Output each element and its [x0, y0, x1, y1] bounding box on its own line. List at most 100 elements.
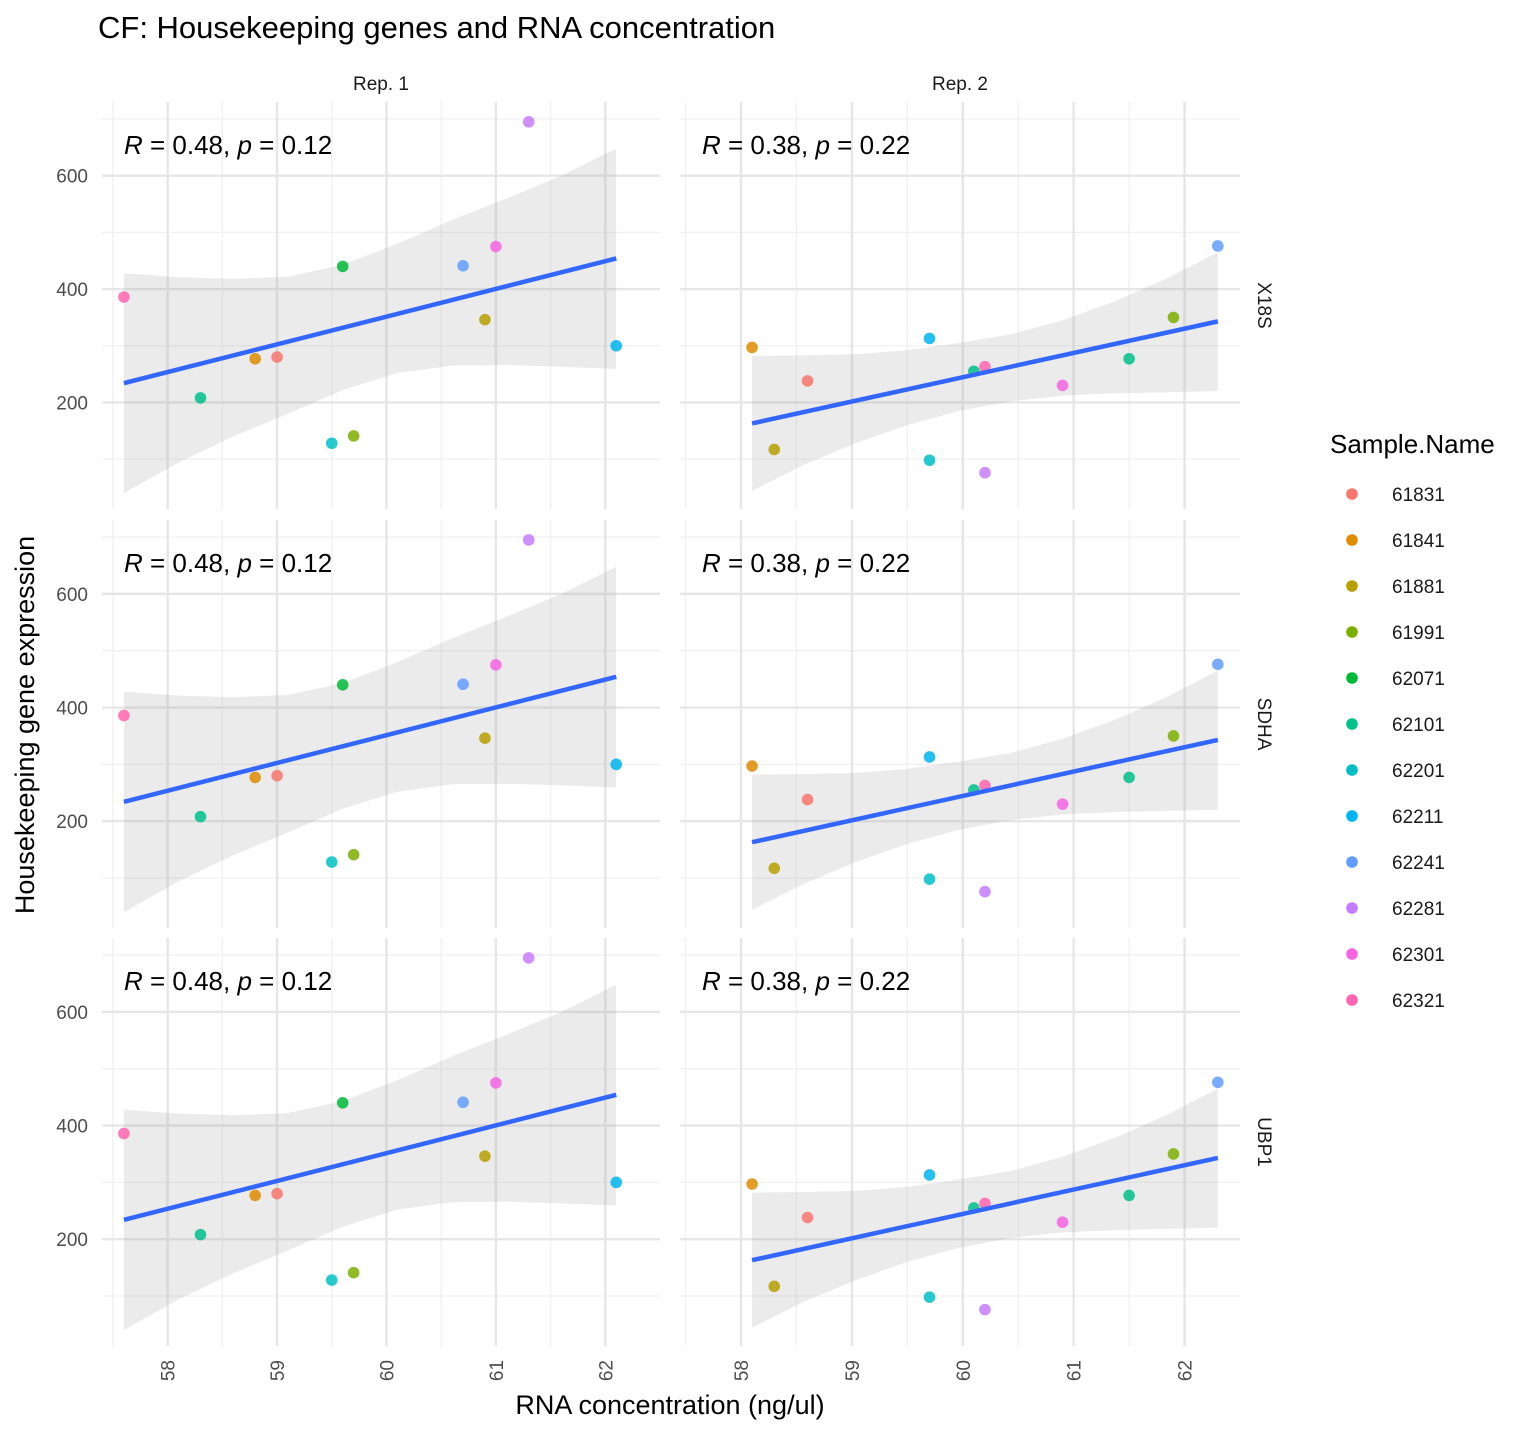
data-point [249, 1189, 261, 1202]
data-point [522, 116, 535, 128]
data-point [1167, 730, 1180, 742]
legend: Sample.Name 61831 61841 61881 61991 62071 6210… [1330, 429, 1495, 1012]
legend-label: 62281 [1392, 899, 1445, 920]
data-point [325, 1274, 338, 1286]
data-point [768, 862, 781, 875]
correlation-label: R = 0.48, p = 0.12 [124, 966, 332, 996]
panel-sdha-rep1: R = 0.48, p = 0.12 200 400 600 [56, 520, 660, 928]
data-point [490, 659, 502, 671]
legend-key [1346, 580, 1358, 592]
data-point [457, 260, 469, 272]
data-point [610, 1176, 623, 1189]
data-point [923, 454, 936, 467]
legend-key [1346, 902, 1358, 914]
x-tick-label: 61 [487, 1360, 508, 1381]
data-point [194, 810, 207, 823]
data-point [1056, 798, 1069, 810]
legend-label: 61841 [1392, 531, 1445, 552]
data-point [1212, 658, 1224, 671]
y-tick-label: 400 [56, 699, 88, 720]
data-point [118, 291, 130, 303]
legend-key [1346, 488, 1358, 500]
panel-ubp1-rep2: R = 0.38, p = 0.22 58 59 60 61 62 [680, 938, 1240, 1381]
legend-key [1346, 810, 1358, 822]
data-point [336, 678, 349, 691]
legend-item: 61831 [1346, 485, 1445, 506]
legend-item: 62071 [1346, 669, 1445, 690]
data-point [325, 856, 338, 868]
legend-key [1346, 534, 1358, 546]
y-tick-label: 200 [56, 393, 88, 414]
legend-key [1346, 994, 1358, 1006]
data-point [271, 1187, 283, 1200]
legend-item: 62211 [1346, 807, 1443, 828]
data-point [347, 848, 360, 861]
panel-ubp1-rep1: R = 0.48, p = 0.12 200 400 600 58 59 60 61 62 [56, 938, 660, 1381]
data-point [746, 341, 758, 354]
data-point [923, 1169, 936, 1181]
data-point [347, 430, 360, 442]
data-point [768, 443, 781, 456]
y-tick-label: 400 [56, 280, 88, 301]
legend-key [1346, 856, 1358, 868]
data-point [801, 375, 814, 387]
correlation-label: R = 0.38, p = 0.22 [702, 130, 910, 160]
x-tick-label: 62 [596, 1360, 617, 1381]
legend-item: 61841 [1346, 531, 1445, 552]
x-tick-label: 59 [268, 1360, 289, 1381]
legend-label: 62201 [1392, 761, 1445, 782]
data-point [1212, 240, 1224, 252]
legend-key [1346, 626, 1358, 638]
legend-item: 62321 [1346, 991, 1445, 1012]
regression-line [123, 256, 617, 386]
legend-label: 62301 [1392, 945, 1445, 966]
legend-item: 62201 [1346, 761, 1445, 782]
data-point [746, 760, 758, 772]
legend-label: 61831 [1392, 485, 1445, 506]
data-point [490, 1077, 502, 1089]
data-point [979, 466, 991, 479]
legend-item: 61881 [1346, 577, 1445, 598]
correlation-label: R = 0.48, p = 0.12 [124, 548, 332, 578]
data-point [325, 437, 338, 450]
data-point [194, 1228, 207, 1241]
data-point [118, 1127, 130, 1140]
legend-key [1346, 718, 1358, 730]
legend-item: 62241 [1346, 853, 1445, 874]
facet-strip-ubp1: UBP1 [1253, 1117, 1274, 1167]
data-point [479, 313, 491, 326]
data-point [522, 534, 535, 546]
y-tick-label: 200 [56, 812, 88, 833]
chart-title: CF: Housekeeping genes and RNA concentra… [98, 10, 775, 45]
data-point [336, 1096, 349, 1109]
data-point [768, 1280, 781, 1293]
regression-line [751, 319, 1219, 426]
data-point [457, 678, 469, 691]
legend-key [1346, 948, 1358, 960]
data-point [249, 771, 261, 784]
regression-line [751, 737, 1219, 845]
y-tick-label: 600 [56, 585, 88, 606]
data-point [271, 351, 283, 363]
legend-item: 62281 [1346, 899, 1445, 920]
y-tick-label: 200 [56, 1230, 88, 1251]
data-point [1123, 352, 1135, 365]
x-axis-title: RNA concentration (ng/ul) [515, 1390, 824, 1420]
data-point [923, 332, 936, 345]
data-point [801, 1211, 814, 1224]
regression-line [123, 1092, 617, 1223]
data-point [746, 1178, 758, 1190]
y-tick-label: 600 [56, 167, 88, 188]
x-tick-label: 60 [954, 1360, 975, 1381]
data-point [271, 769, 283, 782]
x-tick-label: 59 [843, 1360, 864, 1381]
data-point [923, 1291, 936, 1303]
facet-strip-sdha: SDHA [1253, 698, 1274, 751]
data-point [923, 873, 936, 885]
data-point [479, 1150, 491, 1163]
data-point [1167, 1148, 1180, 1160]
legend-label: 61881 [1392, 577, 1445, 598]
legend-key [1346, 672, 1358, 684]
data-point [1123, 1189, 1135, 1202]
